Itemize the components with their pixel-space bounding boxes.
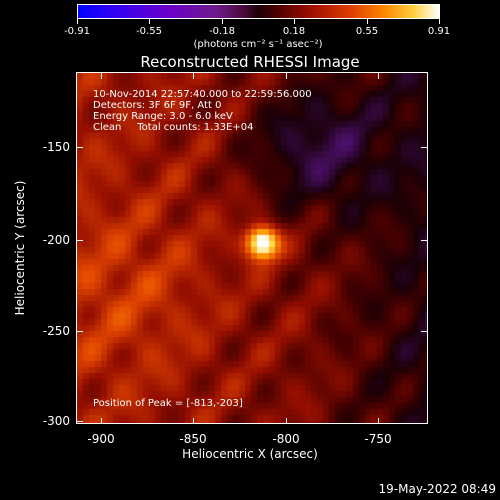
time-range-text: 10-Nov-2014 22:57:40.000 to 22:59:56.000: [93, 89, 312, 100]
x-tick-label: -900: [87, 432, 114, 446]
y-tick: [77, 421, 83, 422]
colorbar-units: (photons cm⁻² s⁻¹ asec⁻²): [193, 39, 322, 51]
y-tick: [77, 147, 83, 148]
colorbar-tick-label: -0.18: [209, 26, 235, 38]
colorbar-tick-label: 0.91: [428, 26, 450, 38]
colorbar-tick: [77, 19, 78, 24]
y-tick-label: -300: [20, 414, 70, 428]
x-tick: [193, 418, 194, 424]
x-tick: [193, 73, 194, 79]
colorbar-tick: [294, 19, 295, 24]
clean-counts-text: Clean Total counts: 1.33E+04: [93, 122, 253, 133]
colorbar-tick-label: 0.18: [283, 26, 305, 38]
x-tick-label: -750: [364, 432, 391, 446]
x-tick-label: -800: [272, 432, 299, 446]
detectors-text: Detectors: 3F 6F 9F, Att 0: [93, 100, 221, 111]
y-tick: [421, 331, 427, 332]
x-tick-label: -850: [179, 432, 206, 446]
colorbar: [77, 4, 440, 19]
y-tick: [421, 240, 427, 241]
x-tick: [101, 418, 102, 424]
x-tick: [378, 73, 379, 79]
x-tick: [378, 418, 379, 424]
y-tick: [421, 147, 427, 148]
colorbar-tick: [439, 19, 440, 24]
x-tick: [286, 418, 287, 424]
rhessi-image: 10-Nov-2014 22:57:40.000 to 22:59:56.000…: [77, 73, 428, 424]
y-axis-title: Heliocentric Y (arcsec): [13, 181, 27, 316]
y-tick: [77, 240, 83, 241]
x-tick: [101, 73, 102, 79]
x-tick: [286, 73, 287, 79]
colorbar-tick-label: -0.91: [64, 26, 90, 38]
energy-range-text: Energy Range: 3.0 - 6.0 keV: [93, 111, 233, 122]
y-tick-label: -200: [20, 233, 70, 247]
y-tick-label: -250: [20, 324, 70, 338]
y-tick-label: -150: [20, 140, 70, 154]
plot-timestamp: 19-May-2022 08:49: [379, 482, 496, 496]
colorbar-tick: [367, 19, 368, 24]
peak-position-text: Position of Peak = [-813,-203]: [93, 398, 243, 409]
colorbar-tick-label: 0.55: [356, 26, 378, 38]
colorbar-tick-label: -0.55: [136, 26, 162, 38]
y-tick: [77, 331, 83, 332]
x-axis-title: Heliocentric X (arcsec): [182, 447, 318, 461]
colorbar-tick: [222, 19, 223, 24]
colorbar-tick: [149, 19, 150, 24]
plot-title: Reconstructed RHESSI Image: [140, 53, 359, 71]
